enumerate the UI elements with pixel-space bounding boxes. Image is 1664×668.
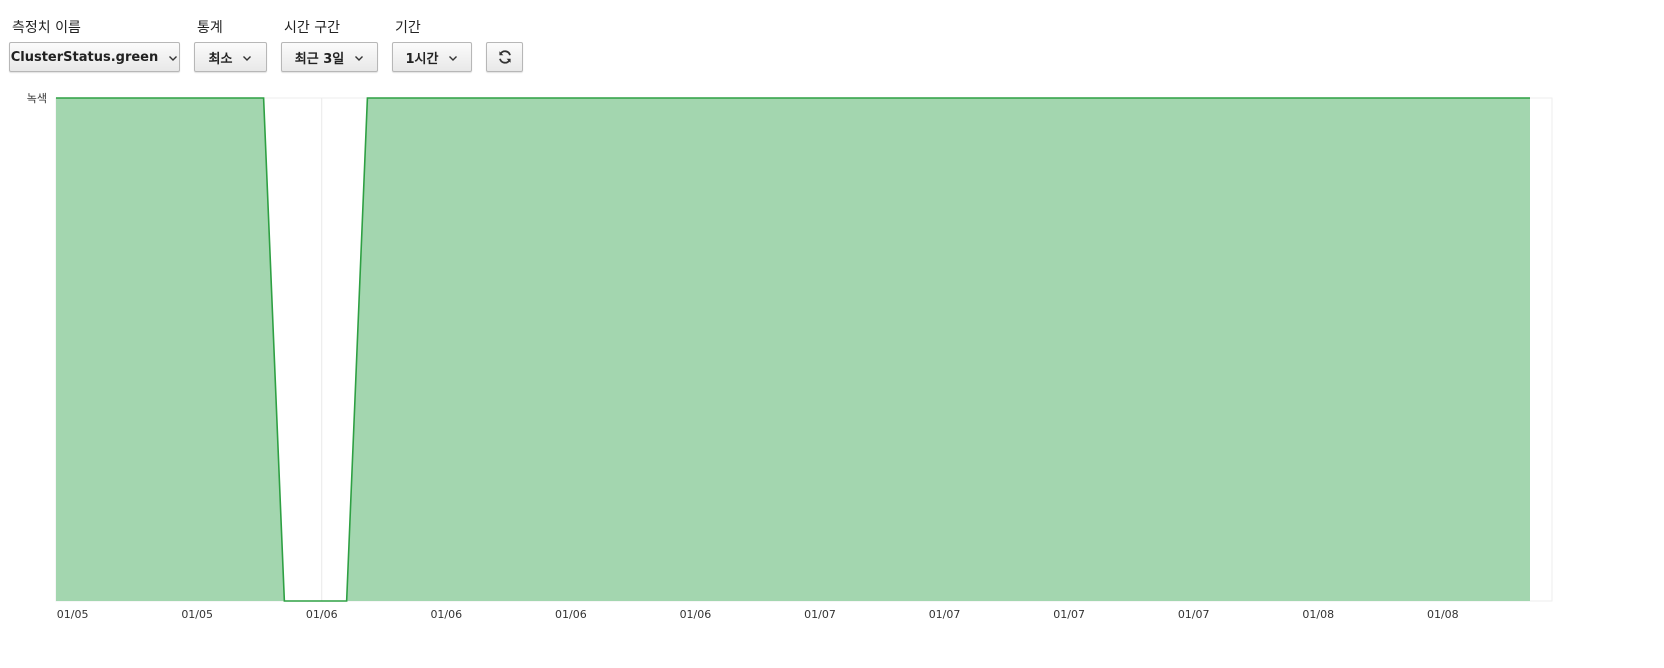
x-tick-label: 01/08 (1302, 608, 1334, 621)
time-range-control: 시간 구간 최근 3일 (281, 18, 378, 72)
series-line-0 (56, 97, 1530, 602)
x-tick-label: 01/07 (929, 608, 961, 621)
x-axis-labels: 01/05 01/05 01/06 01/06 01/06 01/06 01/07 01/07… (57, 608, 1459, 621)
y-axis-labels: 녹색 (27, 92, 47, 105)
x-tick-label: 01/06 (306, 608, 338, 621)
period-label: 기간 (395, 20, 421, 36)
time-range-dropdown[interactable]: 최근 3일 (281, 42, 378, 72)
period-dropdown[interactable]: 1시간 (392, 42, 472, 72)
refresh-icon (497, 49, 513, 65)
chart-controls: 측정치 이름 ClusterStatus.green 통계 최소 시간 구간 최… (0, 0, 1664, 80)
chevron-down-icon (242, 52, 252, 62)
series-area-0 (56, 98, 1530, 601)
time-range-label: 시간 구간 (284, 20, 340, 36)
period-control: 기간 1시간 (392, 18, 472, 72)
period-value: 1시간 (405, 51, 439, 67)
refresh-button[interactable] (486, 42, 523, 72)
chevron-down-icon (168, 52, 178, 62)
x-tick-label: 01/06 (555, 608, 587, 621)
statistic-label: 통계 (197, 20, 223, 36)
refresh-control (486, 18, 523, 72)
data-area (56, 97, 1530, 602)
chevron-down-icon (354, 52, 364, 62)
x-tick-label: 01/06 (680, 608, 712, 621)
x-tick-label: 01/05 (181, 608, 213, 621)
chevron-down-icon (448, 52, 458, 62)
x-tick-label: 01/08 (1427, 608, 1459, 621)
x-tick-label: 01/07 (804, 608, 836, 621)
metric-name-label: 측정치 이름 (12, 20, 81, 36)
metric-chart: 녹색 01/05 01/05 01/06 01/06 01/06 01/06 01/07 01… (27, 92, 1553, 621)
statistic-value: 최소 (208, 51, 233, 67)
metric-name-dropdown[interactable]: ClusterStatus.green (9, 42, 180, 72)
x-tick-label: 01/07 (1053, 608, 1085, 621)
x-tick-label: 01/06 (430, 608, 462, 621)
time-range-value: 최근 3일 (294, 51, 345, 67)
statistic-control: 통계 최소 (194, 18, 267, 72)
x-tick-label: 01/07 (1178, 608, 1210, 621)
metric-name-control: 측정치 이름 ClusterStatus.green (9, 18, 180, 72)
x-tick-label: 01/05 (57, 608, 89, 621)
statistic-dropdown[interactable]: 최소 (194, 42, 267, 72)
y-tick-label: 녹색 (27, 92, 47, 105)
metric-name-value: ClusterStatus.green (10, 49, 159, 65)
